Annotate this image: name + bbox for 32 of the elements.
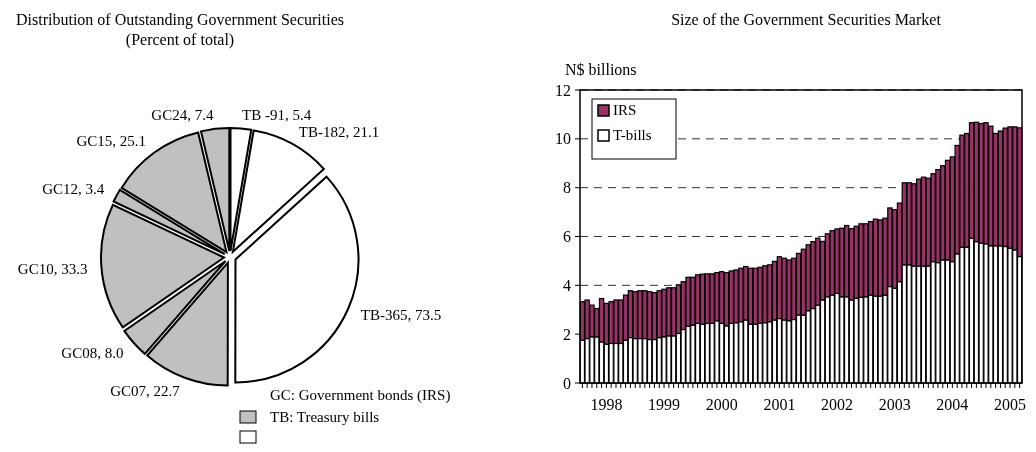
slice-label: GC24, 7.4 [151, 107, 214, 124]
slice-label: GC08, 8.0 [61, 344, 124, 361]
y-tick-label: 2 [563, 325, 571, 343]
x-tick-label: 2002 [821, 396, 854, 413]
x-tick-label: 1998 [590, 396, 623, 413]
legend-label: T-bills [613, 127, 652, 143]
y-tick-label: 4 [563, 276, 571, 294]
text: GC: Government bonds (IRS) [270, 387, 451, 404]
x-tick-label: 2003 [878, 396, 911, 413]
slice-label: GC07, 22.7 [110, 383, 181, 400]
y-tick-label: 0 [563, 374, 571, 392]
slice-label: GC12, 3.4 [42, 181, 105, 198]
slice-label: TB -91, 5.4 [242, 106, 312, 123]
slice-label: GC10, 33.3 [17, 260, 88, 277]
x-tick-label: 1999 [648, 396, 681, 413]
text: TB: Treasury bills [270, 409, 380, 425]
y-tick-label: 10 [555, 130, 571, 148]
x-tick-label: 2001 [763, 396, 796, 413]
y-tick-label: 12 [555, 81, 571, 99]
slice-label: GC15, 25.1 [76, 133, 147, 150]
y-tick-label: 6 [563, 228, 571, 246]
y-axis-title: N$ billions [565, 61, 637, 78]
x-tick-label: 2004 [936, 396, 969, 413]
slice-label: TB-365, 73.5 [360, 307, 442, 324]
x-tick-label: 2000 [705, 396, 738, 413]
slice-label: TB-182, 21.1 [298, 123, 380, 140]
chart-title: Size of the Government Securities Market [671, 11, 942, 28]
x-tick-label: 2005 [994, 396, 1027, 413]
y-tick-label: 8 [563, 179, 571, 197]
chart-title: Distribution of Outstanding Government Securities [16, 11, 344, 29]
chart-subtitle: (Percent of total) [125, 31, 235, 49]
legend-label: IRS [613, 102, 637, 118]
